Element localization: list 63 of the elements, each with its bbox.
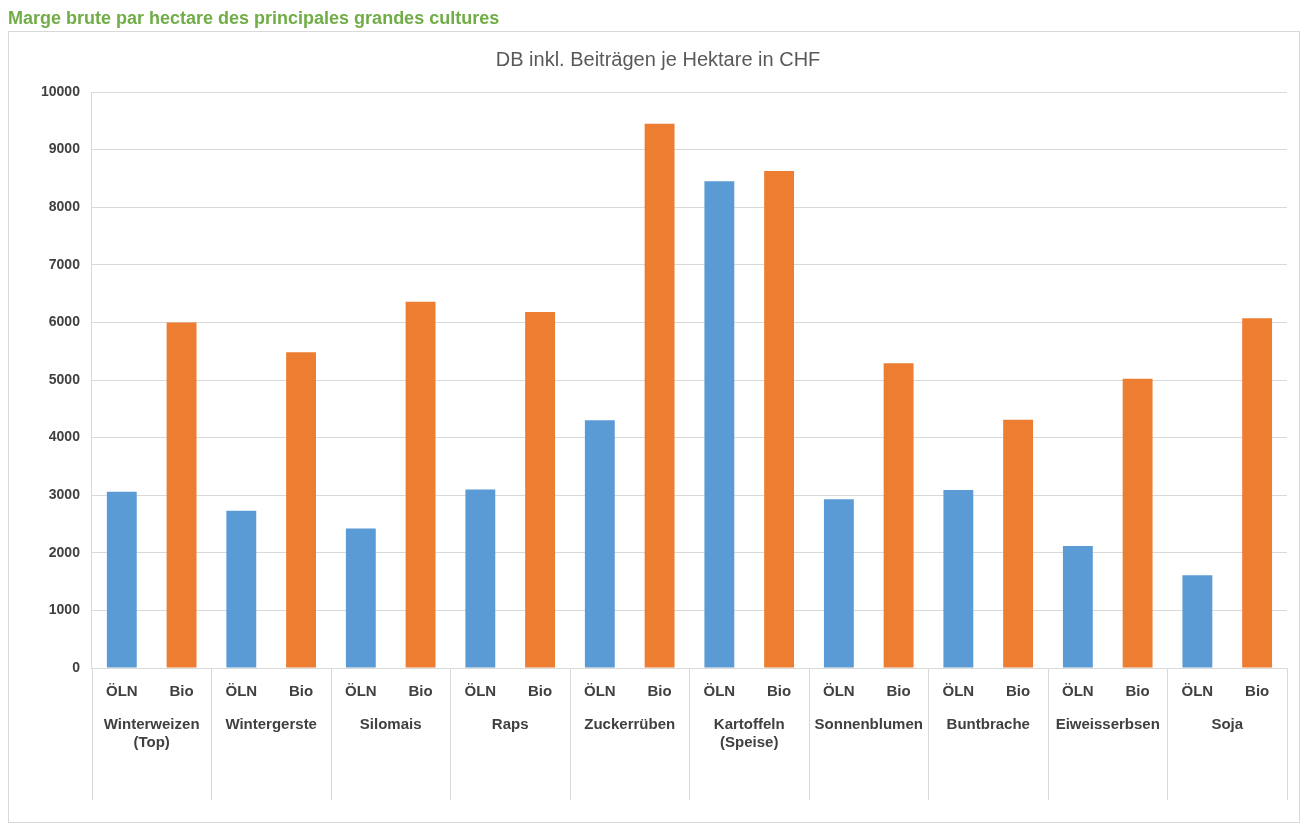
x-tick-label: Buntbrache [946,715,1030,733]
x-tick-label: Silomais [359,715,422,733]
bar [1062,545,1093,668]
text: Bio [528,682,553,700]
text: Bio [408,682,433,700]
bar [465,489,496,668]
text: Bio [767,682,792,700]
y-tick-label: 7000 [48,255,81,272]
y-tick-label: 2000 [48,543,81,560]
bar [525,312,556,668]
bar [943,490,974,668]
y-tick-label: 9000 [48,140,81,157]
bar [883,363,914,668]
bar [1003,419,1034,668]
series-label: Bio [169,682,194,700]
x-tick-label: Kartoffeln (Speise) [713,715,785,751]
x-tick-label: Wintergerste [225,715,317,733]
bar [1182,575,1213,668]
bar [106,491,137,668]
text: Bio [288,682,314,700]
y-tick-label: 10000 [40,82,81,99]
text: ÖLN [823,682,855,700]
bar [345,528,376,668]
y-tick-label: 5000 [48,370,81,387]
bar [1242,318,1273,668]
y-tick-label: 8000 [48,198,81,215]
bar [286,352,317,668]
bar [823,499,854,668]
bar [704,181,735,668]
x-tick-label: Raps [491,715,529,733]
text: Bio [1245,682,1270,700]
text: Bio [1006,682,1031,700]
text: ÖLN [942,682,975,700]
x-tick-label: Soja [1211,715,1244,733]
x-tick-label: Eiweisserbsen [1055,715,1160,733]
text: Bio [886,682,911,700]
bar [405,301,436,668]
x-tick-label: Zuckerrüben [584,715,676,733]
y-tick-label: 0 [72,658,81,675]
text: ÖLN [225,682,258,700]
y-tick-label: 3000 [48,486,81,503]
x-tick-label: Sonnenblumen [814,715,923,733]
series-label: ÖLN [105,682,138,700]
text: ÖLN [703,682,736,700]
y-tick-label: 6000 [48,313,81,330]
x-tick-label: Winterweizen (Top) [103,715,200,751]
text: Bio [647,682,672,700]
bar [166,322,197,668]
bar [644,123,675,668]
bar [584,420,615,668]
text: ÖLN [344,682,377,700]
bar [1122,378,1153,668]
y-tick-label: 4000 [48,428,81,445]
chart-subtitle: DB inkl. Beiträgen je Hektare in CHF [495,47,821,70]
y-tick-label: 1000 [48,601,81,618]
chart-title: Marge brute par hectare des principales grandes cultures [8,8,501,29]
bar [226,510,257,668]
text: ÖLN [464,682,497,700]
text: ÖLN [1181,682,1214,700]
text: ÖLN [584,682,616,700]
text: ÖLN [1062,682,1094,700]
bar [764,170,795,668]
text: Bio [1125,682,1150,700]
